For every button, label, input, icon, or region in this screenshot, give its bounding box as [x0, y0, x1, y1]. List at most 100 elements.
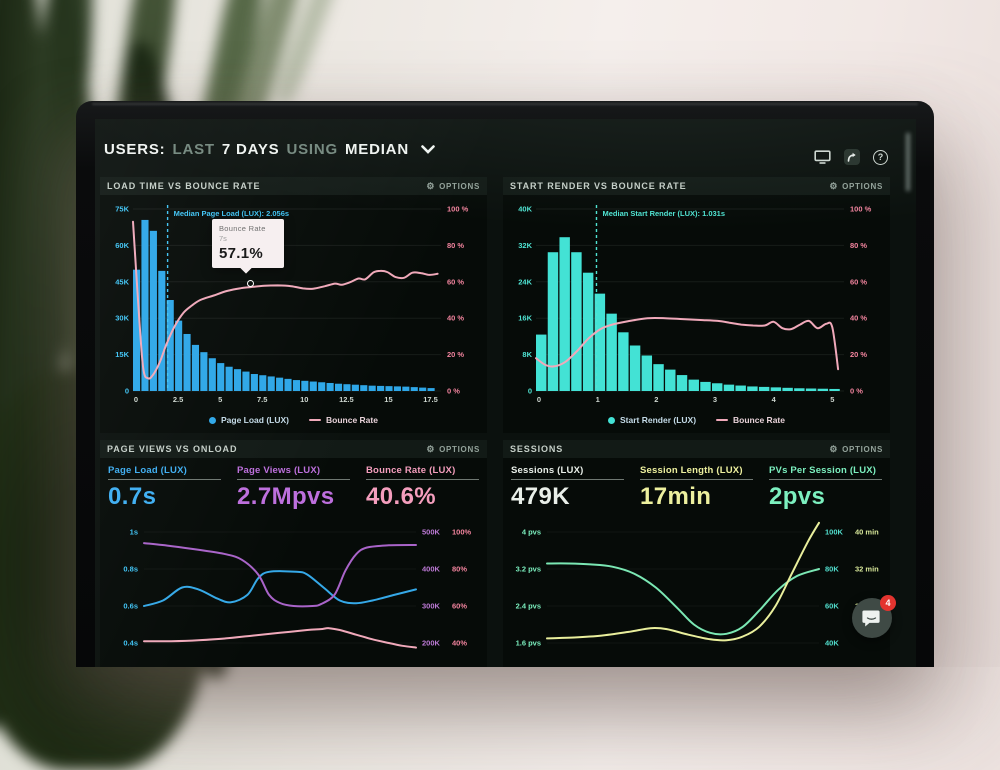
right-axis-tick: 32 min: [855, 565, 879, 574]
histogram-bar: [208, 358, 216, 391]
right-axis-tick: 80K: [825, 565, 839, 574]
panel-start-render: START RENDER VS BOUNCE RATE ⚙ OPTIONS 0 8…: [503, 177, 890, 433]
pct-axis-tick: 0 %: [850, 387, 863, 396]
legend-label: Start Render (LUX): [619, 415, 697, 425]
histogram-bar: [326, 382, 334, 391]
metric-session-length: Session Length (LUX) 17min: [640, 465, 753, 514]
y-axis-tick: 0.4s: [123, 639, 138, 648]
histogram-bar: [676, 375, 688, 391]
histogram-bar: [276, 377, 284, 391]
y-axis-tick: 0: [528, 387, 532, 396]
histogram-bar: [233, 369, 242, 391]
metric-page-views: Page Views (LUX) 2.7Mpvs: [237, 465, 350, 514]
tooltip-series: Bounce Rate: [219, 224, 266, 233]
histogram-bar: [419, 387, 427, 391]
histogram-bar: [149, 230, 157, 391]
legend-item-start-render[interactable]: Start Render (LUX): [607, 415, 697, 425]
metric-label: Sessions (LUX): [511, 465, 624, 480]
options-button[interactable]: ⚙ OPTIONS: [426, 444, 480, 454]
options-button[interactable]: ⚙ OPTIONS: [829, 443, 883, 454]
histogram-bar: [259, 375, 267, 391]
legend-item-page-load[interactable]: Page Load (LUX): [209, 415, 289, 425]
histogram-bar: [318, 382, 326, 391]
panel-sessions-header: SESSIONS ⚙ OPTIONS: [503, 440, 890, 458]
laptop: USERS: LAST 7 DAYS USING MEDIAN ? LOAD T…: [76, 101, 934, 667]
help-icon[interactable]: ?: [873, 149, 888, 165]
histogram-bar: [700, 381, 711, 391]
metric-value: 40.6%: [366, 483, 437, 510]
right-axis-tick: 60%: [452, 602, 467, 611]
share-icon[interactable]: [844, 149, 860, 165]
legend: Start Render (LUX) Bounce Rate: [503, 409, 890, 431]
display-icon[interactable]: [814, 150, 831, 164]
dashboard-header[interactable]: USERS: LAST 7 DAYS USING MEDIAN: [104, 141, 435, 158]
histogram-bar: [166, 300, 174, 391]
y-axis-tick: 40K: [518, 205, 532, 214]
panel-title: PAGE VIEWS VS ONLOAD: [107, 444, 238, 454]
legend-item-bounce-rate[interactable]: Bounce Rate: [309, 415, 378, 425]
panel-title: LOAD TIME VS BOUNCE RATE: [107, 181, 261, 191]
y-axis-tick: 16K: [518, 314, 532, 323]
y-axis-tick: 2.4 pvs: [516, 602, 541, 611]
pct-axis-tick: 40 %: [850, 314, 867, 323]
laptop-screen: USERS: LAST 7 DAYS USING MEDIAN ? LOAD T…: [95, 119, 916, 667]
histogram-bar: [758, 386, 770, 391]
right-axis-tick: 100K: [825, 528, 844, 537]
metric-pvs-per-session: PVs Per Session (LUX) 2pvs: [769, 465, 882, 514]
bounce-rate-line: [535, 316, 840, 371]
legend-item-bounce-rate[interactable]: Bounce Rate: [716, 415, 785, 425]
y-axis-tick: 0.8s: [123, 565, 138, 574]
legend-dot: [607, 416, 615, 424]
histogram-bar: [817, 388, 829, 391]
right-axis-tick: 40 min: [855, 528, 879, 537]
start-render-chart-area: 0 8K 16K 24K 32K 40K 0 % 20 % 40 % 60 % 80 % 100 % 0…: [503, 195, 890, 409]
histogram-bar: [351, 384, 359, 391]
histogram-bar: [723, 384, 735, 391]
gear-icon: ⚙: [829, 443, 839, 454]
x-axis-tick: 4: [772, 395, 777, 404]
x-axis-tick: 5: [218, 395, 222, 404]
notification-badge: 4: [880, 595, 896, 611]
options-label: OPTIONS: [842, 444, 883, 454]
right-axis-tick: 60K: [825, 602, 839, 611]
median-label: Median Page Load (LUX): 2.056s: [174, 209, 289, 218]
histogram-bar: [629, 345, 641, 391]
y-axis-tick: 45K: [115, 277, 129, 286]
pct-axis-tick: 100 %: [850, 205, 872, 214]
y-axis-tick: 30K: [115, 314, 129, 323]
pct-axis-tick: 60 %: [850, 277, 867, 286]
pct-axis-tick: 20 %: [850, 350, 867, 359]
y-axis-tick: 8K: [522, 350, 532, 359]
pct-axis-tick: 20 %: [447, 350, 464, 359]
legend-label: Page Load (LUX): [221, 415, 290, 425]
options-button[interactable]: ⚙ OPTIONS: [426, 181, 480, 191]
histogram-bar: [393, 386, 401, 391]
messenger-button[interactable]: 4: [852, 595, 896, 638]
histogram-bar: [242, 371, 250, 391]
start-render-chart[interactable]: 0 8K 16K 24K 32K 40K 0 % 20 % 40 % 60 % 80 % 100 % 0…: [503, 195, 890, 409]
histogram-bar: [606, 313, 617, 391]
histogram-bar: [653, 364, 664, 391]
options-label: OPTIONS: [439, 181, 480, 191]
panel-title: START RENDER VS BOUNCE RATE: [510, 181, 687, 191]
page-views-chart[interactable]: 0.4s 0.6s 0.8s 1s 200K 300K 400K 500K 40% 60% 80% 1…: [100, 516, 487, 667]
load-time-chart[interactable]: 0 15K 30K 45K 60K 75K 0 % 20 % 40 % 60 % 80 % 100 %…: [100, 195, 487, 409]
histogram-bar: [594, 293, 606, 391]
series-line-right2: [546, 521, 820, 642]
histogram-bar: [334, 383, 343, 391]
metric-value: 0.7s: [108, 483, 157, 510]
options-button[interactable]: ⚙ OPTIONS: [829, 181, 883, 191]
y-axis-tick: 1s: [130, 528, 138, 537]
right-axis-tick: 80%: [452, 565, 467, 574]
pct-axis-tick: 0 %: [447, 387, 460, 396]
chevron-down-icon[interactable]: [421, 141, 435, 158]
header-icons: ?: [814, 149, 888, 165]
series-line-left: [143, 570, 417, 607]
histogram-bar: [183, 333, 191, 391]
histogram-bar: [158, 270, 166, 391]
chat-bubble-icon: [862, 610, 880, 626]
legend-label: Bounce Rate: [733, 415, 785, 425]
metrics-row: Sessions (LUX) 479K Session Length (LUX)…: [503, 458, 890, 514]
right-axis-tick: 400K: [422, 565, 441, 574]
